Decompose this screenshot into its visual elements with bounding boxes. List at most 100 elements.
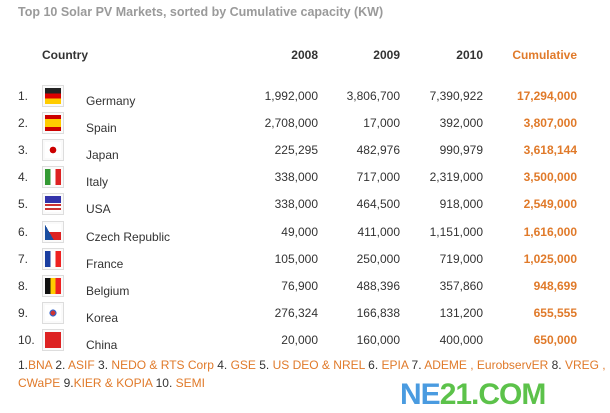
source-link[interactable]: ASIF <box>68 358 95 372</box>
header-country: Country <box>42 48 88 62</box>
header-cumulative: Cumulative <box>512 48 577 62</box>
source-link[interactable]: NEDO & RTS Corp <box>111 358 214 372</box>
value-cumulative: 1,025,000 <box>523 251 577 266</box>
value-2008: 2,708,000 <box>264 116 318 131</box>
spain-flag-icon <box>42 112 64 135</box>
italy-flag-icon <box>42 166 64 189</box>
value-2009: 464,500 <box>356 197 400 212</box>
value-cumulative: 3,500,000 <box>523 170 577 185</box>
watermark-part2: 21.COM <box>439 378 547 411</box>
country-name: Belgium <box>86 283 130 298</box>
china-flag-icon <box>42 328 64 351</box>
source-link[interactable]: ADEME , EurobservER <box>424 358 549 372</box>
belgium-flag-icon <box>42 274 64 297</box>
source-number: 9. <box>60 376 74 390</box>
country-name: Korea <box>86 310 119 325</box>
value-2010: 990,979 <box>439 143 483 158</box>
source-link[interactable]: US DEO & NREL <box>272 358 365 372</box>
rank: 9. <box>18 305 29 320</box>
rank: 1. <box>18 89 29 103</box>
value-2008: 1,992,000 <box>264 89 318 103</box>
value-2008: 20,000 <box>281 332 318 347</box>
source-number: 7. <box>408 358 425 372</box>
source-number: 1. <box>18 358 29 372</box>
value-cumulative: 948,699 <box>533 278 577 293</box>
header-2008: 2008 <box>291 48 318 62</box>
value-2008: 338,000 <box>274 197 318 212</box>
value-2008: 49,000 <box>281 224 318 239</box>
rank: 6. <box>18 224 29 239</box>
country-name: Czech Republic <box>86 229 171 244</box>
country-name: France <box>86 256 124 271</box>
source-number: 8. <box>548 358 565 372</box>
rank: 10. <box>18 332 35 347</box>
value-2009: 250,000 <box>356 251 400 266</box>
source-link[interactable]: KIER & KOPIA <box>73 376 153 390</box>
value-2008: 105,000 <box>274 251 318 266</box>
watermark-logo: NE21.COM <box>400 378 547 411</box>
value-2010: 2,319,000 <box>429 170 483 185</box>
value-2010: 7,390,922 <box>429 89 483 103</box>
value-cumulative: 3,807,000 <box>523 116 577 131</box>
value-cumulative: 3,618,144 <box>523 143 577 158</box>
value-2010: 400,000 <box>439 332 483 347</box>
value-2010: 357,860 <box>439 278 483 293</box>
header-2010: 2010 <box>456 48 483 62</box>
france-flag-icon <box>42 247 64 270</box>
value-2008: 225,295 <box>274 143 318 158</box>
source-link[interactable]: SEMI <box>175 376 205 390</box>
value-cumulative: 655,555 <box>533 305 577 320</box>
value-2010: 1,151,000 <box>429 224 483 239</box>
value-2009: 717,000 <box>356 170 400 185</box>
value-cumulative: 2,549,000 <box>523 197 577 212</box>
value-cumulative: 17,294,000 <box>516 89 577 103</box>
country-name: Spain <box>86 121 117 136</box>
sources-list: 1.BNA 2. ASIF 3. NEDO & RTS Corp 4. GSE … <box>18 356 608 392</box>
source-link[interactable]: EPIA <box>381 358 409 372</box>
watermark-part1: NE <box>400 378 441 411</box>
source-number: 5. <box>255 358 273 372</box>
value-2009: 411,000 <box>357 224 401 239</box>
rank: 7. <box>18 251 29 266</box>
japan-flag-icon <box>42 139 64 162</box>
country-name: Italy <box>86 175 109 190</box>
source-link[interactable]: VREG , CWaPE <box>18 358 606 390</box>
source-number: 6. <box>364 358 382 372</box>
source-number: 10. <box>152 376 176 390</box>
rank: 3. <box>18 143 29 158</box>
country-name: USA <box>86 202 111 217</box>
value-2009: 17,000 <box>363 116 400 131</box>
czech-flag-icon <box>42 220 64 243</box>
value-2009: 166,838 <box>356 305 400 320</box>
country-name: China <box>86 337 118 352</box>
value-2010: 918,000 <box>439 197 483 212</box>
table-title: Top 10 Solar PV Markets, sorted by Cumul… <box>18 5 384 19</box>
rank: 4. <box>18 170 29 185</box>
value-2009: 482,976 <box>356 143 400 158</box>
rank: 8. <box>18 278 29 293</box>
source-number: 3. <box>94 358 112 372</box>
value-2009: 160,000 <box>356 332 400 347</box>
value-cumulative: 650,000 <box>533 332 577 347</box>
value-2008: 276,324 <box>274 305 318 320</box>
rank: 2. <box>18 116 29 131</box>
value-2009: 3,806,700 <box>346 89 400 103</box>
korea-flag-icon <box>42 301 64 324</box>
source-number: 2. <box>52 358 69 372</box>
source-link[interactable]: GSE <box>230 358 256 372</box>
value-2008: 76,900 <box>281 278 318 293</box>
value-cumulative: 1,616,000 <box>523 224 577 239</box>
value-2009: 488,396 <box>356 278 400 293</box>
value-2010: 719,000 <box>439 251 483 266</box>
country-name: Germany <box>86 94 136 108</box>
value-2008: 338,000 <box>274 170 318 185</box>
value-2010: 131,200 <box>439 305 483 320</box>
source-link[interactable]: BNA <box>28 358 53 372</box>
source-number: 4. <box>213 358 231 372</box>
value-2010: 392,000 <box>439 116 483 131</box>
germany-flag-icon <box>42 85 64 107</box>
header-2009: 2009 <box>373 48 400 62</box>
country-name: Japan <box>86 148 119 163</box>
usa-flag-icon <box>42 193 64 216</box>
